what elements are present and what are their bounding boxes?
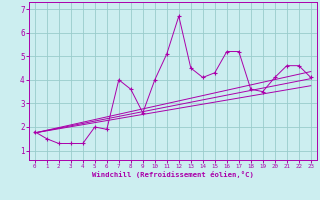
X-axis label: Windchill (Refroidissement éolien,°C): Windchill (Refroidissement éolien,°C) (92, 171, 254, 178)
